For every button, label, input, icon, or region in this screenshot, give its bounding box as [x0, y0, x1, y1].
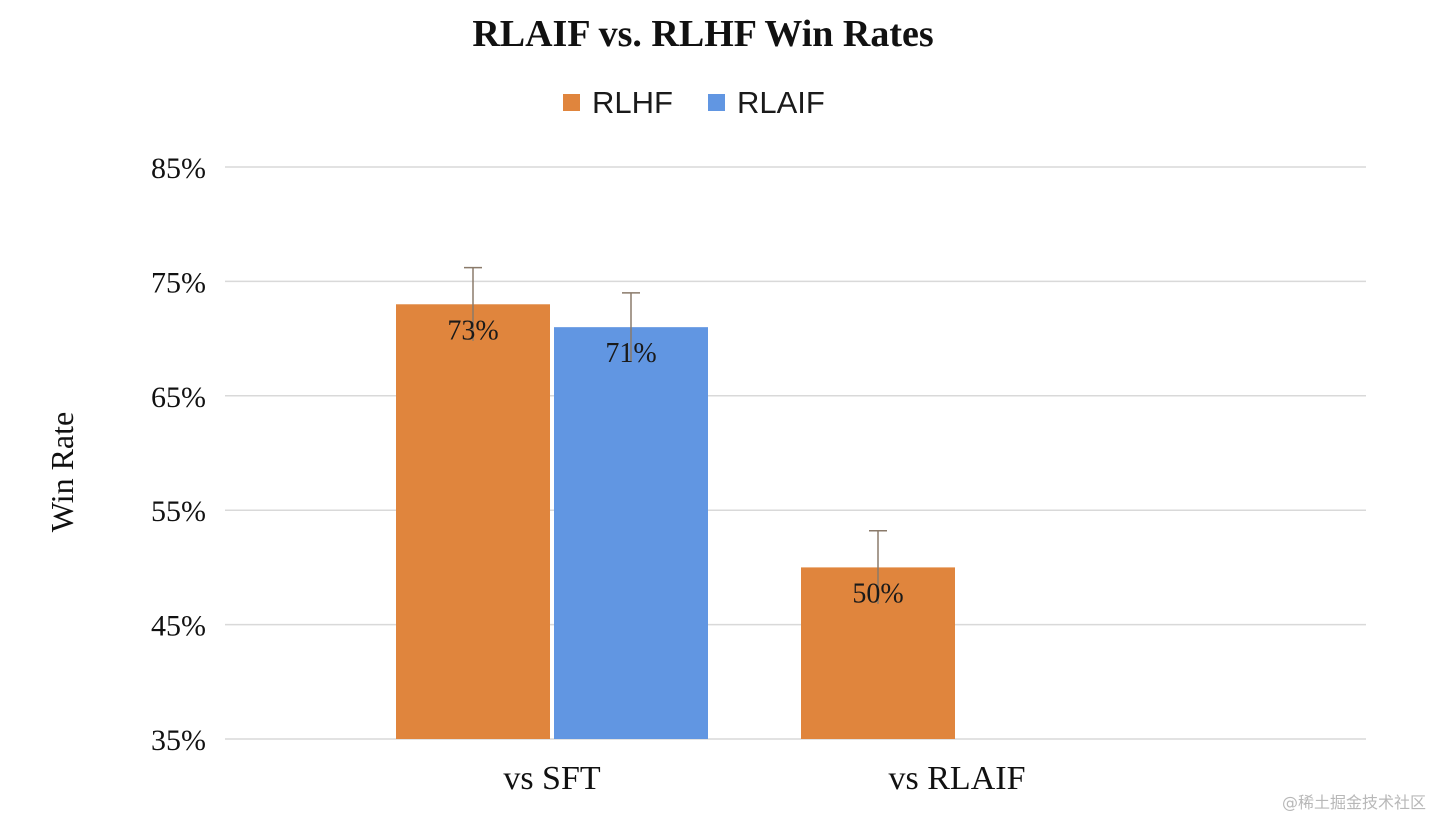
x-category-label: vs SFT: [503, 760, 601, 797]
y-tick-label: 35%: [151, 724, 206, 757]
y-axis-ticks: 35% 45% 55% 65% 75% 85%: [151, 152, 206, 757]
x-axis-categories: vs SFT vs RLAIF: [503, 760, 1025, 797]
x-category-label: vs RLAIF: [889, 760, 1026, 797]
legend-label-rlhf: RLHF: [592, 85, 673, 120]
y-tick-label: 85%: [151, 152, 206, 185]
data-label: 50%: [852, 578, 903, 609]
data-label: 71%: [605, 338, 656, 369]
chart-title: RLAIF vs. RLHF Win Rates: [472, 13, 933, 55]
watermark-text: @稀土掘金技术社区: [1282, 793, 1426, 812]
y-tick-label: 75%: [151, 266, 206, 299]
y-axis-title: Win Rate: [44, 412, 80, 532]
legend-swatch-rlhf: [563, 94, 580, 111]
y-tick-label: 55%: [151, 495, 206, 528]
y-tick-label: 65%: [151, 381, 206, 414]
data-label: 73%: [447, 315, 498, 346]
legend-swatch-rlaif: [708, 94, 725, 111]
bars: [396, 304, 955, 739]
y-tick-label: 45%: [151, 610, 206, 643]
error-bars: [464, 266, 887, 605]
legend: RLHF RLAIF: [563, 85, 825, 120]
bar-rlhf-vs-sft: [396, 304, 550, 739]
bar-rlaif-vs-sft: [554, 327, 708, 739]
legend-label-rlaif: RLAIF: [737, 85, 825, 120]
data-labels: 73% 71% 50%: [447, 315, 903, 609]
